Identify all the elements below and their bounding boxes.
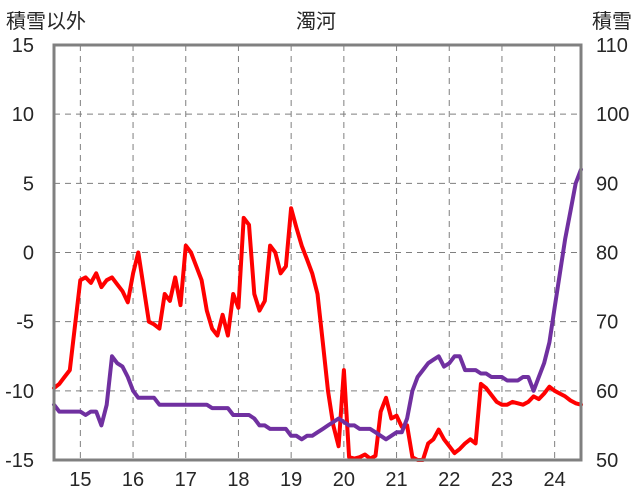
- right-tick-label: 70: [596, 312, 618, 334]
- x-tick-label: 20: [333, 469, 355, 491]
- x-tick-label: 22: [438, 469, 460, 491]
- left-tick-label: -10: [5, 381, 34, 403]
- right-tick-label: 80: [596, 243, 618, 265]
- chart-title: 濁河: [296, 10, 336, 33]
- plot-frame: [52, 43, 583, 462]
- left-tick-label: 15: [12, 35, 34, 57]
- left-tick-label: -5: [16, 312, 34, 334]
- left-tick-label: 5: [23, 173, 34, 195]
- right-tick-label: 90: [596, 173, 618, 195]
- x-tick-label: 16: [122, 469, 144, 491]
- snow-series-line: [52, 167, 583, 442]
- right-tick-label: 60: [596, 381, 618, 403]
- left-tick-label: 0: [23, 243, 34, 265]
- x-tick-label: 18: [227, 469, 249, 491]
- left-axis-label: 積雪以外: [6, 10, 86, 33]
- x-tick-label: 19: [280, 469, 302, 491]
- right-tick-label: 50: [596, 450, 618, 472]
- x-tick-label: 17: [175, 469, 197, 491]
- right-axis-label: 積雪: [592, 10, 632, 33]
- left-tick-label: 10: [12, 104, 34, 126]
- x-tick-label: 15: [69, 469, 91, 491]
- x-tick-label: 24: [544, 469, 566, 491]
- non-snow-series-line: [52, 206, 583, 462]
- series-layer: [52, 167, 583, 462]
- x-tick-label: 21: [385, 469, 407, 491]
- x-tick-label: 23: [491, 469, 513, 491]
- left-tick-label: -15: [5, 450, 34, 472]
- right-tick-label: 100: [596, 104, 629, 126]
- grid: [54, 44, 581, 461]
- right-tick-label: 110: [596, 35, 628, 57]
